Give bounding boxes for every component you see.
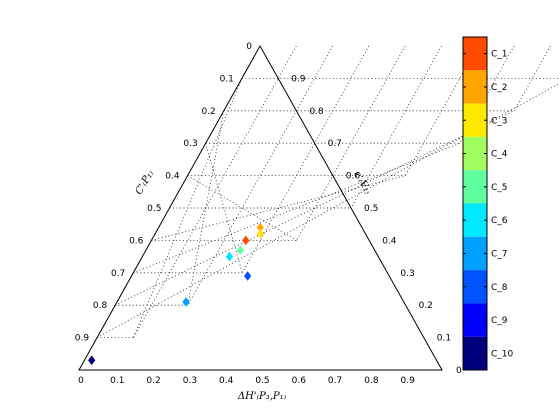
left-tick-label: 0.8 xyxy=(93,301,108,311)
colorbar-label: C_10 xyxy=(491,349,514,359)
grid-line xyxy=(241,45,370,273)
colorbar-segment xyxy=(463,236,487,271)
data-points xyxy=(88,222,264,366)
data-point xyxy=(242,235,250,246)
left-tick-label: 0 xyxy=(246,42,252,52)
data-point xyxy=(236,245,245,256)
left-tick-label: 0.4 xyxy=(165,172,180,182)
left-tick-label: 0.1 xyxy=(220,74,234,84)
colorbar-segment xyxy=(463,303,487,337)
left-tick-label: 0.3 xyxy=(183,139,197,149)
left-axis-label: C'₍P₁₎ xyxy=(134,168,157,197)
tick-labels: 0 0 0.1 0.1 0.1 0.2 0.2 0.2 0.3 0.3 0.3 0.4 0.4 0.4 0.… xyxy=(75,42,462,386)
right-tick-label: 0.9 xyxy=(291,74,306,84)
right-tick-label: 0.2 xyxy=(419,301,433,311)
colorbar-label: C_9 xyxy=(491,316,508,326)
bottom-tick-label: 0.1 xyxy=(110,376,124,386)
right-tick-label: 0.8 xyxy=(309,107,324,117)
bottom-tick-label: 0.2 xyxy=(146,376,160,386)
grid-line xyxy=(205,143,243,273)
bottom-tick-label: 0.9 xyxy=(401,376,416,386)
left-tick-label: 0.2 xyxy=(201,107,215,117)
bottom-tick-label: 0.4 xyxy=(219,376,234,386)
colorbar-label: C_7 xyxy=(491,249,508,259)
right-tick-label: 0.3 xyxy=(400,269,414,279)
right-tick-label: 0.4 xyxy=(382,236,397,246)
colorbar-segment xyxy=(463,270,487,304)
colorbar-segment xyxy=(463,203,487,237)
bottom-axis-label: ΔH'₍P₃,P₁₎ xyxy=(237,391,287,402)
colorbar-segment xyxy=(463,336,487,370)
grid-line xyxy=(187,45,333,306)
right-tick-label: 0.5 xyxy=(364,204,378,214)
data-point xyxy=(88,355,96,366)
grid-line xyxy=(296,45,406,241)
right-axis-label: ε'₍V₁₎ xyxy=(351,169,373,196)
bottom-tick-label: 0.8 xyxy=(364,376,379,386)
colorbar-segment xyxy=(463,70,487,104)
axis-labels: ΔH'₍P₃,P₁₎ C'₍P₁₎ ε'₍V₁₎ xyxy=(134,168,374,402)
colorbar-label: C_4 xyxy=(491,150,508,160)
colorbar-outline xyxy=(462,36,488,371)
grid-line xyxy=(96,82,560,338)
grid-line xyxy=(187,175,297,241)
left-tick-label: 0.5 xyxy=(147,204,161,214)
grid-line xyxy=(350,45,442,209)
bottom-tick-label: 0 xyxy=(78,376,84,386)
colorbar-segment xyxy=(463,170,487,204)
colorbar-segment xyxy=(463,37,487,71)
colorbar-label: C_8 xyxy=(491,283,508,293)
colorbar-label: C_3 xyxy=(491,116,508,126)
left-tick-label: 0.7 xyxy=(111,269,125,279)
grid-line xyxy=(115,110,515,306)
data-point xyxy=(256,229,264,239)
colorbar-label: C_2 xyxy=(491,83,508,93)
bottom-tick-label: 0.3 xyxy=(183,376,197,386)
grid-line xyxy=(513,45,551,111)
bottom-tick-label: 0.6 xyxy=(292,376,307,386)
right-tick-label: 0 xyxy=(456,366,462,376)
colorbar: C_1 C_2 C_3 C_4 C_5 C_6 C_7 C_8 C_9 C_10 xyxy=(462,36,514,371)
left-tick-label: 0.6 xyxy=(129,236,144,246)
colorbar-segment xyxy=(463,136,487,171)
bottom-tick-label: 0.5 xyxy=(255,376,269,386)
right-tick-label: 0.7 xyxy=(328,139,342,149)
grid-lines xyxy=(96,45,560,339)
right-tick-label: 0.1 xyxy=(437,334,451,344)
left-tick-label: 0.9 xyxy=(75,334,90,344)
colorbar-label: C_5 xyxy=(491,183,508,193)
data-point xyxy=(182,297,190,307)
colorbar-label: C_1 xyxy=(491,50,508,60)
colorbar-segment xyxy=(463,103,487,137)
bottom-tick-label: 0.7 xyxy=(328,376,342,386)
data-point xyxy=(225,251,234,262)
colorbar-label: C_6 xyxy=(491,216,508,226)
right-tick-label: 0.6 xyxy=(346,172,361,182)
triangle-frame xyxy=(78,44,443,371)
grid-line xyxy=(133,142,460,274)
triangle-outline xyxy=(78,44,443,371)
data-point xyxy=(243,271,252,281)
